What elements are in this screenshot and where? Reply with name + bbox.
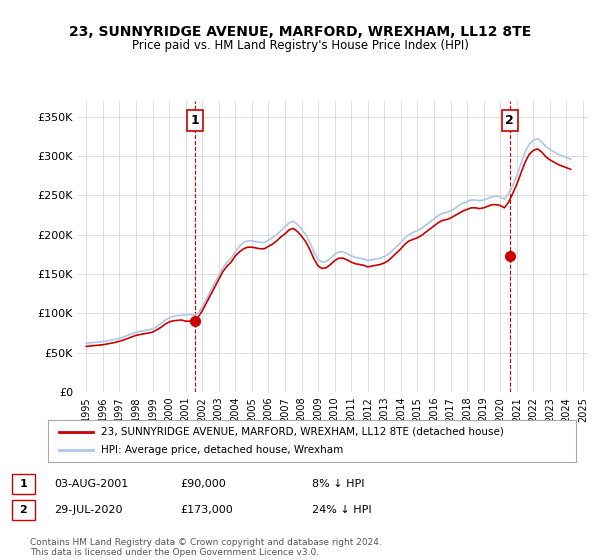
Text: 1: 1: [20, 479, 27, 489]
Text: Price paid vs. HM Land Registry's House Price Index (HPI): Price paid vs. HM Land Registry's House …: [131, 39, 469, 52]
Text: £173,000: £173,000: [180, 505, 233, 515]
Text: 24% ↓ HPI: 24% ↓ HPI: [312, 505, 371, 515]
Text: HPI: Average price, detached house, Wrexham: HPI: Average price, detached house, Wrex…: [101, 445, 343, 455]
Text: 23, SUNNYRIDGE AVENUE, MARFORD, WREXHAM, LL12 8TE (detached house): 23, SUNNYRIDGE AVENUE, MARFORD, WREXHAM,…: [101, 427, 503, 437]
Text: 23, SUNNYRIDGE AVENUE, MARFORD, WREXHAM, LL12 8TE: 23, SUNNYRIDGE AVENUE, MARFORD, WREXHAM,…: [69, 25, 531, 39]
Text: 1: 1: [191, 114, 200, 127]
Text: 8% ↓ HPI: 8% ↓ HPI: [312, 479, 365, 489]
Text: £90,000: £90,000: [180, 479, 226, 489]
Text: 03-AUG-2001: 03-AUG-2001: [54, 479, 128, 489]
Text: Contains HM Land Registry data © Crown copyright and database right 2024.
This d: Contains HM Land Registry data © Crown c…: [30, 538, 382, 557]
Text: 29-JUL-2020: 29-JUL-2020: [54, 505, 122, 515]
Text: 2: 2: [505, 114, 514, 127]
Text: 2: 2: [20, 505, 27, 515]
